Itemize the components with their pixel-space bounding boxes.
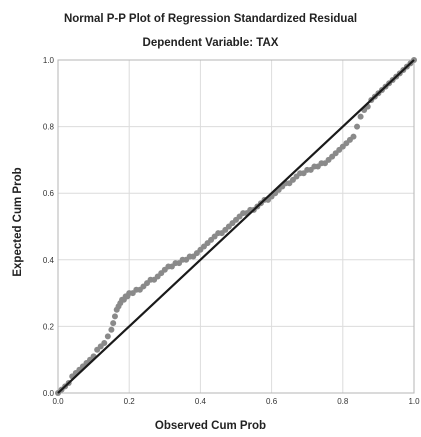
data-point — [108, 326, 115, 333]
y-tick-label: 0.6 — [43, 189, 55, 198]
reference-line — [57, 59, 415, 394]
plot-frame — [57, 59, 415, 394]
x-tick-label: 0.2 — [124, 397, 136, 406]
y-axis-title: Expected Cum Prob — [12, 167, 24, 277]
data-point — [350, 133, 357, 140]
chart-subtitle: Dependent Variable: TAX — [142, 37, 279, 49]
y-tick-label: 0.2 — [43, 322, 55, 331]
data-point — [110, 320, 117, 327]
x-tick-label: 0.4 — [195, 397, 207, 406]
data-point — [101, 340, 108, 347]
x-tick-label: 0.0 — [52, 397, 64, 406]
data-point — [104, 333, 111, 340]
x-tick-label: 0.6 — [266, 397, 278, 406]
data-point — [354, 123, 361, 130]
data-point — [357, 113, 364, 120]
chart-title: Normal P-P Plot of Regression Standardiz… — [63, 13, 358, 25]
y-tick-label: 1.0 — [43, 56, 55, 65]
x-tick-label: 0.8 — [337, 397, 349, 406]
y-tick-label: 0.8 — [43, 123, 55, 132]
x-tick-label: 1.0 — [408, 397, 420, 406]
data-point — [111, 313, 118, 320]
x-axis-title: Observed Cum Prob — [154, 420, 267, 432]
y-tick-label: 0.0 — [43, 389, 55, 398]
axis-ticks: 0.0 0.2 0.4 0.6 0.8 1.0 0.0 0.2 0.4 0.6 0.8 1.0 — [43, 56, 420, 406]
y-tick-label: 0.4 — [43, 256, 55, 265]
